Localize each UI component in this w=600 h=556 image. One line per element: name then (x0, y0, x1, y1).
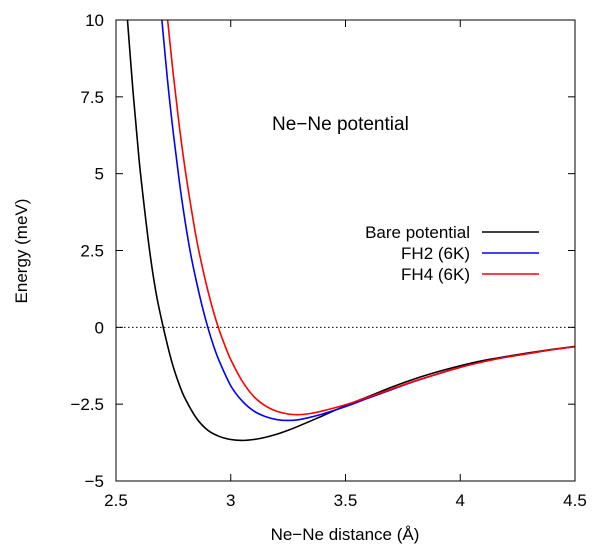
x-tick-label: 4.5 (563, 491, 587, 510)
legend: Bare potential FH2 (6K) FH4 (6K) (365, 223, 539, 284)
y-tick-label: −2.5 (70, 395, 104, 414)
x-tick-label: 3 (226, 491, 235, 510)
plot-frame (115, 19, 576, 482)
series-line-2 (161, 20, 575, 422)
ticks-group: 2.5 3 3.5 4 4.5 −5 −2.5 0 2.5 5 7.5 10 (70, 11, 586, 510)
x-tick-label: 4 (456, 491, 465, 510)
series-line-3 (166, 20, 575, 416)
legend-label-1: Bare potential (365, 223, 470, 242)
legend-label-3: FH4 (6K) (401, 265, 470, 284)
y-tick-label: −5 (85, 472, 104, 491)
y-tick-label: 0 (95, 318, 104, 337)
y-tick-label: 7.5 (80, 88, 104, 107)
chart-annotation: Ne−Ne potential (272, 114, 409, 135)
y-tick-label: 10 (85, 11, 104, 30)
x-axis-label: Ne−Ne distance (Å) (271, 525, 420, 544)
x-tick-label: 3.5 (334, 491, 358, 510)
x-tick-label: 2.5 (104, 491, 128, 510)
y-tick-label: 2.5 (80, 242, 104, 261)
y-tick-label: 5 (95, 165, 104, 184)
y-axis-label: Energy (meV) (12, 199, 31, 304)
legend-label-2: FH2 (6K) (401, 244, 470, 263)
series-line-1 (126, 20, 575, 442)
series-group (126, 20, 575, 442)
